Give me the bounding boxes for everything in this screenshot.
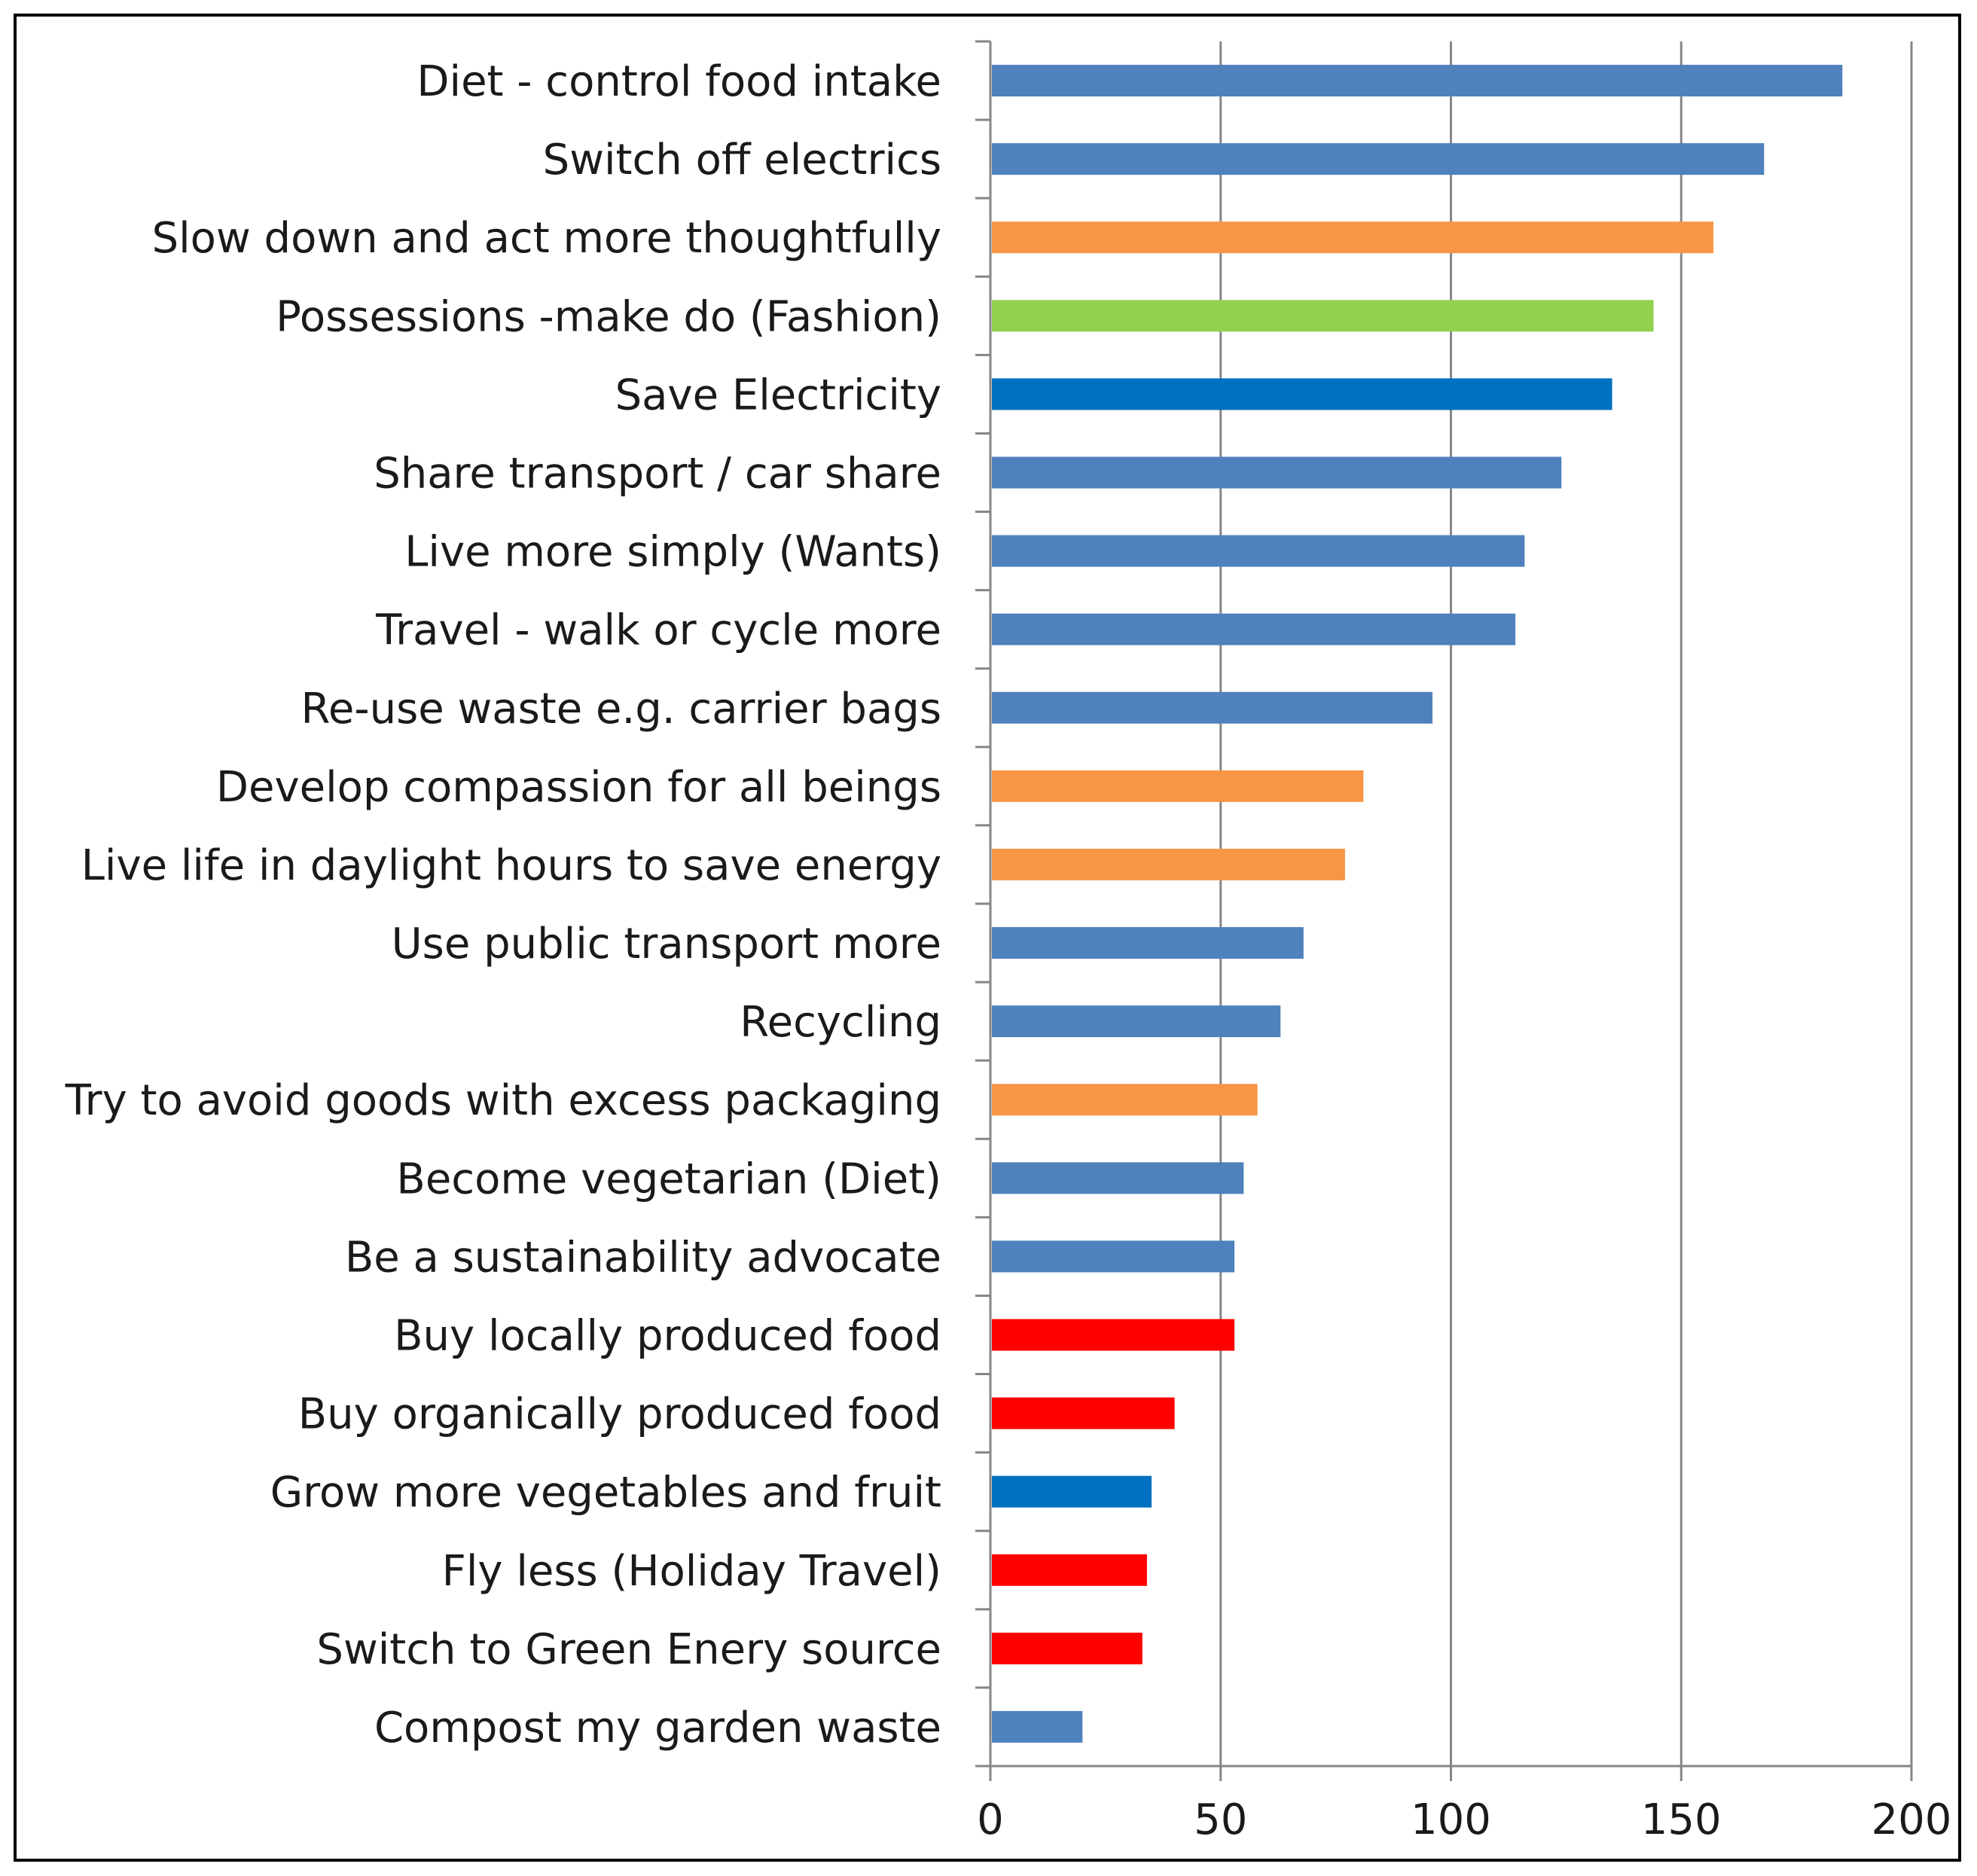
bar-5 — [992, 378, 1612, 410]
bars — [992, 65, 1843, 1743]
bar-22 — [992, 1710, 1083, 1743]
bar-17 — [992, 1319, 1235, 1351]
bar-15 — [992, 1162, 1244, 1194]
bar-4 — [992, 300, 1654, 332]
category-label: Travel - walk or cycle more — [375, 606, 941, 655]
x-tick-labels: 0 50 100 150 200 — [977, 1795, 1951, 1844]
x-tick-label: 200 — [1872, 1795, 1952, 1844]
bar-6 — [992, 456, 1562, 489]
category-label: Diet - control food intake — [416, 57, 941, 106]
category-label: Develop compassion for all beings — [216, 763, 941, 812]
x-tick-label: 50 — [1194, 1795, 1247, 1844]
bar-21 — [992, 1632, 1143, 1664]
bar-19 — [992, 1475, 1152, 1508]
category-label: Use public transport more — [392, 920, 941, 969]
x-tick-label: 0 — [977, 1795, 1004, 1844]
bar-9 — [992, 691, 1433, 724]
category-label: Fly less (Holiday Travel) — [442, 1547, 941, 1596]
category-label: Live life in daylight hours to save ener… — [81, 841, 941, 890]
category-label: Possessions -make do (Fashion) — [276, 292, 941, 341]
bar-18 — [992, 1397, 1175, 1429]
category-label: Buy organically produced food — [298, 1390, 941, 1439]
category-label: Grow more vegetables and fruit — [270, 1469, 941, 1518]
bar-14 — [992, 1084, 1258, 1116]
category-label: Save Electricity — [615, 371, 941, 419]
category-label: Become vegetarian (Diet) — [396, 1155, 941, 1203]
x-tick-label: 100 — [1411, 1795, 1491, 1844]
category-label: Share transport / car share — [374, 450, 941, 499]
category-label: Switch off electrics — [543, 136, 941, 185]
category-label: Try to avoid goods with excess packaging — [65, 1076, 941, 1125]
bar-20 — [992, 1554, 1147, 1586]
axes — [975, 40, 1913, 1781]
bar-13 — [992, 1005, 1281, 1038]
category-label: Compost my garden waste — [374, 1704, 941, 1752]
bar-2 — [992, 143, 1765, 175]
bar-10 — [992, 770, 1364, 802]
bar-7 — [992, 535, 1525, 567]
bar-12 — [992, 927, 1304, 959]
category-label: Be a sustainability advocate — [345, 1233, 941, 1282]
category-label: Re-use waste e.g. carrier bags — [301, 685, 941, 734]
bar-11 — [992, 848, 1345, 880]
category-label: Recycling — [740, 998, 941, 1047]
category-label: Switch to Green Enery source — [316, 1625, 941, 1674]
bar-16 — [992, 1240, 1235, 1273]
category-labels: Diet - control food intake Switch off ele… — [65, 57, 941, 1752]
bar-8 — [992, 613, 1516, 645]
category-label: Slow down and act more thoughtfully — [152, 214, 941, 263]
bar-1 — [992, 65, 1843, 97]
category-label: Live more simply (Wants) — [404, 528, 941, 577]
bar-3 — [992, 221, 1714, 254]
category-label: Buy locally produced food — [394, 1312, 941, 1361]
x-tick-label: 150 — [1641, 1795, 1722, 1844]
